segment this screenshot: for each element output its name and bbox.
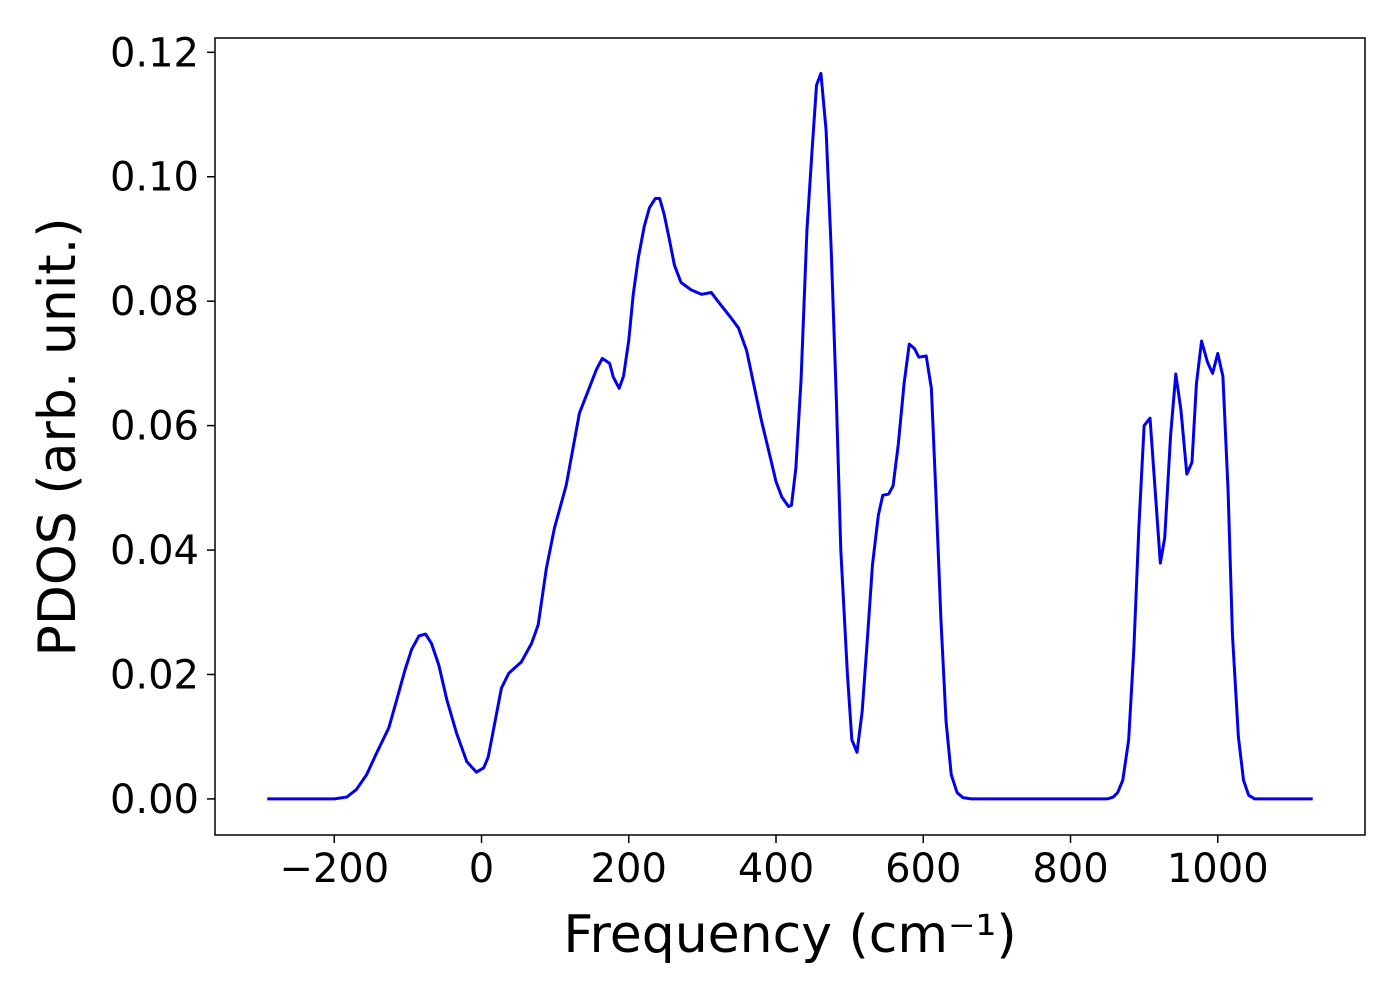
y-tick-label: 0.04 (110, 528, 199, 574)
x-tick-label: 200 (591, 846, 667, 892)
y-tick-label: 0.06 (110, 404, 199, 450)
line-series (267, 71, 1313, 801)
y-tick-label: 0.02 (110, 652, 199, 698)
x-axis-label: Frequency (cm⁻¹) (563, 905, 1016, 965)
x-tick-label: 800 (1032, 846, 1108, 892)
x-tick-label: 1000 (1167, 846, 1269, 892)
y-axis-label: PDOS (arb. unit.) (28, 217, 88, 656)
y-tick-label: 0.08 (110, 279, 199, 325)
x-tick-label: 400 (738, 846, 814, 892)
x-tick-label: −200 (279, 846, 389, 892)
x-tick-label: 600 (885, 846, 961, 892)
x-tick-label: 0 (469, 846, 494, 892)
y-tick-label: 0.00 (110, 777, 199, 823)
plot-frame (214, 37, 1366, 836)
y-tick-label: 0.12 (110, 30, 199, 76)
y-tick-label: 0.10 (110, 155, 199, 201)
